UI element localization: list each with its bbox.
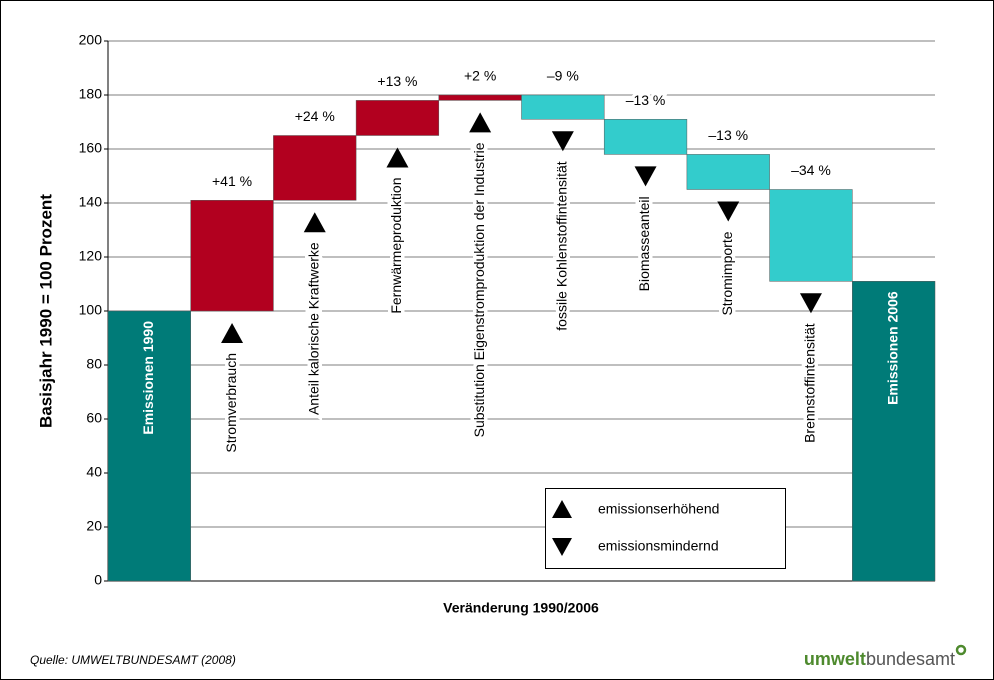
bar (686, 154, 770, 190)
x-axis-label: Veränderung 1990/2006 (443, 600, 599, 616)
legend-box (545, 488, 786, 569)
category-label: fossile Kohlenstoffintensität (554, 161, 570, 331)
value-label: +41 % (212, 173, 252, 189)
logo-rest: bundesamt (866, 649, 955, 669)
y-tick-label: 40 (86, 464, 102, 480)
y-tick-label: 0 (94, 572, 102, 588)
bar (190, 200, 274, 312)
logo-icon (955, 644, 967, 656)
category-label: Substitution Eigenstromproduktion der In… (471, 142, 487, 437)
y-tick-label: 180 (79, 86, 103, 102)
y-tick-label: 80 (86, 356, 102, 372)
y-tick-label: 140 (79, 194, 103, 210)
direction-icon (551, 131, 574, 152)
direction-icon (221, 323, 244, 343)
y-tick-label: 160 (79, 140, 103, 156)
value-label: –34 % (791, 162, 831, 178)
value-label: –13 % (626, 92, 666, 108)
direction-icon (799, 293, 822, 314)
bar (603, 119, 688, 155)
y-tick-label: 20 (86, 518, 102, 534)
category-label: Biomasseanteil (636, 196, 652, 291)
category-label: Emissionen 2006 (884, 291, 900, 405)
legend-down-icon (552, 538, 572, 556)
category-label: Fernwärmeproduktion (388, 178, 404, 314)
value-label: –13 % (708, 127, 748, 143)
direction-icon (717, 201, 740, 222)
bar (438, 94, 522, 101)
y-tick-label: 120 (79, 248, 103, 264)
category-label: Stromimporte (719, 231, 735, 315)
direction-icon (386, 147, 409, 168)
y-tick-label: 100 (79, 302, 103, 318)
y-axis-label: Basisjahr 1990 = 100 Prozent (36, 194, 55, 428)
y-tick-label: 60 (86, 410, 102, 426)
legend-label: emissionserhöhend (598, 501, 719, 517)
plot: Emissionen 1990 Stromverbrauch +41 % Anteil… (107, 65, 936, 582)
bar (769, 189, 853, 282)
logo: umweltbundesamt (804, 649, 955, 669)
logo-bold: umwelt (804, 649, 866, 669)
category-label: Emissionen 1990 (140, 321, 156, 435)
category-label: Stromverbrauch (223, 353, 239, 453)
bar (521, 94, 605, 120)
direction-icon (303, 212, 326, 233)
category-label: Brennstoffintensität (802, 323, 818, 443)
value-label: +13 % (377, 73, 417, 89)
grid: 0 20 40 60 80 100 120 140 160 180 200 (79, 32, 935, 588)
source: Quelle: UMWELTBUNDESAMT (2008) (30, 653, 236, 667)
bar (355, 100, 440, 136)
bar (107, 310, 191, 582)
legend-label: emissionsmindernd (598, 538, 719, 554)
legend-up-icon (552, 500, 572, 518)
direction-icon (634, 166, 657, 187)
category-label: Anteil kalorische Kraftwerke (305, 242, 321, 415)
y-tick-label: 200 (79, 32, 103, 48)
value-label: +24 % (295, 108, 335, 124)
bar (852, 281, 936, 582)
direction-icon (469, 112, 492, 133)
value-label: –9 % (547, 68, 579, 84)
value-label: +2 % (464, 68, 496, 84)
bar (273, 135, 357, 201)
